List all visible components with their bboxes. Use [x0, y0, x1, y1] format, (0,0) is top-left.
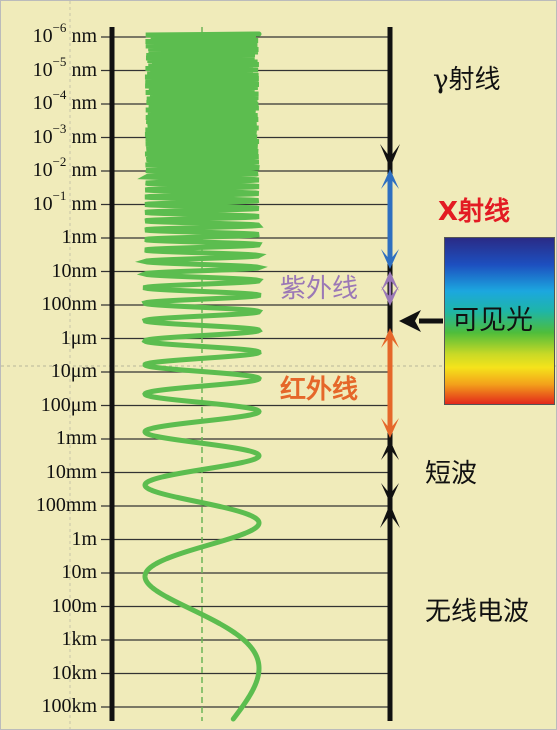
wavelength-base: 10 [32, 125, 53, 148]
wavelength-label: 100nm [5, 290, 97, 318]
wavelength-label: 1nm [5, 223, 97, 251]
visible-spectrum-swatch [444, 237, 555, 405]
wavelength-base: 10μm [50, 360, 97, 382]
ir-arrow-head-down [381, 418, 399, 438]
wavelength-base: 10 [32, 58, 53, 81]
wavelength-base: 100mm [35, 494, 97, 516]
radio-arrowhead [380, 504, 400, 528]
uv-arrow-head-up [381, 271, 399, 291]
wavelength-label: 10−5 nm [5, 53, 97, 84]
xray-arrow-head-down [381, 249, 399, 269]
em-wave [135, 31, 268, 722]
wavelength-base: 100km [41, 695, 97, 717]
wavelength-exponent: −1 [52, 187, 67, 203]
wavelength-label: 100mm [5, 491, 97, 519]
visible-pointer-head [399, 310, 421, 332]
wavelength-label: 10km [5, 659, 97, 687]
xray-arrow-head-up [381, 169, 399, 189]
wavelength-base: 1μm [60, 326, 97, 349]
wavelength-label: 100μm [5, 391, 97, 419]
wavelength-exponent: −3 [52, 120, 67, 136]
wavelength-label: 1μm [5, 324, 97, 352]
wavelength-label: 1km [5, 625, 97, 653]
wavelength-unit: nm [66, 192, 97, 215]
band-label-ir: 红外线 [280, 375, 359, 405]
wavelength-base: 100nm [41, 293, 97, 315]
wavelength-base: 10 [32, 25, 53, 47]
shortwave-arrow-head-up [381, 440, 399, 460]
wavelength-base: 100μm [40, 393, 97, 416]
wavelength-label: 10m [5, 558, 97, 586]
wavelength-unit: nm [66, 125, 97, 148]
wavelength-unit: nm [66, 25, 97, 47]
band-label-visible: 可见光 [452, 305, 533, 336]
wavelength-label: 1m [5, 525, 97, 553]
wavelength-label: 10−2 nm [5, 154, 97, 184]
wavelength-label: 10−6 nm [5, 20, 97, 50]
band-label-xray: X射线 [438, 197, 511, 227]
wavelength-base: 1mm [55, 427, 97, 449]
wavelength-exponent: −6 [52, 20, 67, 35]
wavelength-base: 10m [61, 561, 97, 583]
wavelength-base: 100m [51, 594, 97, 617]
wavelength-label: 10−3 nm [5, 120, 97, 151]
wavelength-base: 10 [32, 92, 53, 114]
wavelength-base: 1nm [61, 226, 97, 248]
wavelength-base: 10nm [51, 259, 97, 282]
band-label-gamma: γ射线 [433, 65, 501, 95]
wavelength-unit: nm [66, 159, 97, 181]
shortwave-arrow-head-down [381, 483, 399, 503]
wavelength-label: 1mm [5, 424, 97, 452]
ir-arrow-head-up [381, 328, 399, 348]
wavelength-label: 10nm [5, 257, 97, 285]
band-label-shortwave: 短波 [425, 459, 478, 489]
wavelength-base: 10mm [45, 460, 97, 483]
wavelength-label: 100m [5, 592, 97, 620]
wavelength-label: 10mm [5, 458, 97, 486]
wavelength-label: 10μm [5, 357, 97, 385]
wavelength-base: 10 [32, 159, 53, 181]
wavelength-label: 100km [5, 692, 97, 720]
band-label-uv: 紫外线 [280, 274, 359, 304]
wavelength-base: 1km [61, 628, 97, 650]
wavelength-base: 10km [51, 661, 97, 684]
gamma-arrowhead [380, 144, 400, 168]
wavelength-unit: nm [66, 92, 97, 114]
wavelength-base: 1m [71, 527, 97, 550]
wavelength-exponent: −2 [52, 154, 67, 169]
wavelength-unit: nm [66, 58, 97, 81]
wavelength-exponent: −5 [52, 53, 67, 69]
band-label-radio: 无线电波 [425, 597, 530, 627]
wavelength-label: 10−1 nm [5, 187, 97, 218]
uv-arrow-head-down [381, 286, 399, 306]
wavelength-label: 10−4 nm [5, 87, 97, 117]
wavelength-exponent: −4 [52, 87, 67, 102]
wavelength-base: 10 [32, 192, 53, 215]
